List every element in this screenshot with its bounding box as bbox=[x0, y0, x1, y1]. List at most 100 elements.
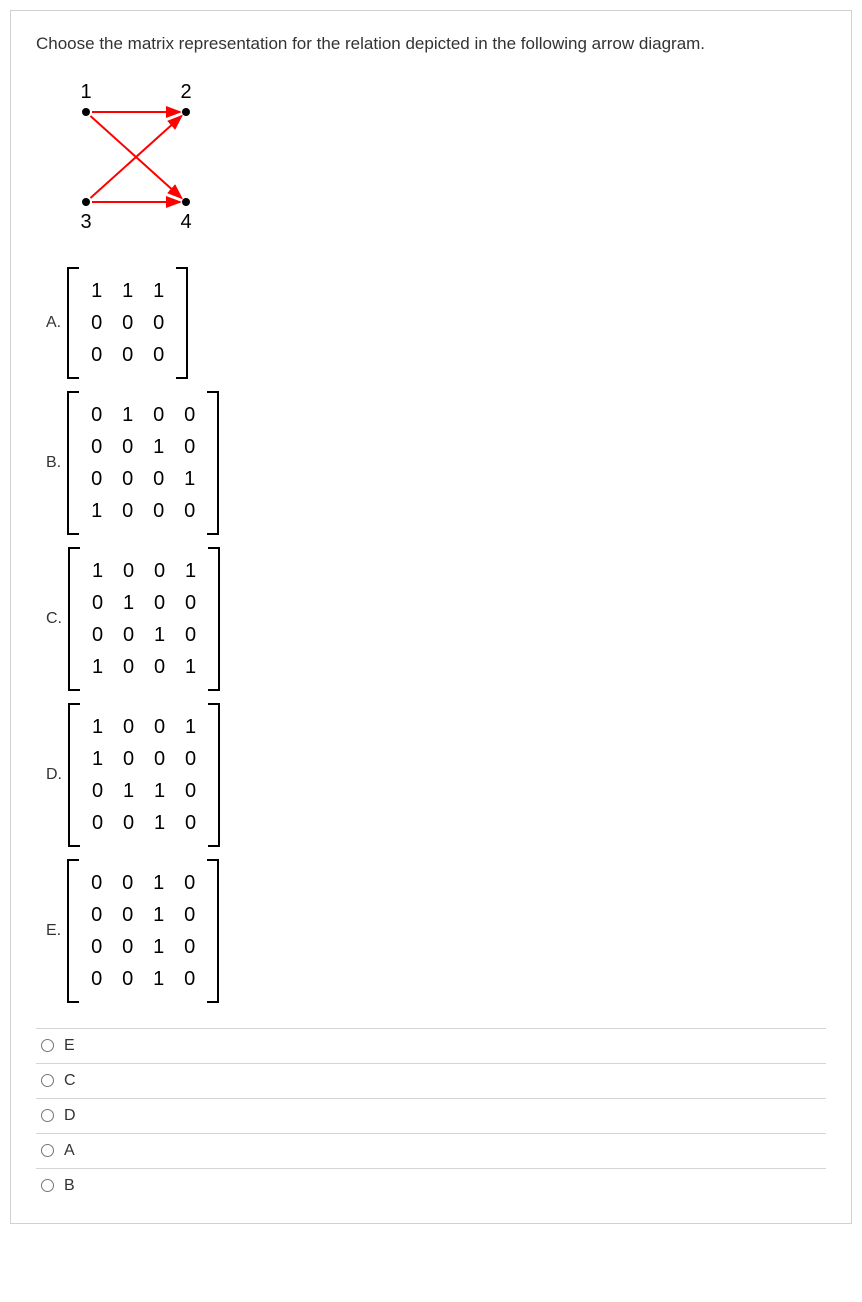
answer-radio-a[interactable] bbox=[41, 1144, 54, 1157]
matrix-row: 0110 bbox=[90, 775, 198, 807]
bracket-left bbox=[67, 859, 77, 1003]
answer-option-a[interactable]: A bbox=[36, 1133, 826, 1168]
question-container: Choose the matrix representation for the… bbox=[10, 10, 852, 1224]
matrix-cell: 0 bbox=[89, 307, 104, 339]
answer-option-c[interactable]: C bbox=[36, 1063, 826, 1098]
matrix-option-c: C. 1001010000101001 bbox=[46, 547, 826, 691]
matrix-bracket-b: 0100001000011000 bbox=[67, 391, 219, 535]
matrix-option-e: E. 0010001000100010 bbox=[46, 859, 826, 1003]
matrix-cell: 0 bbox=[120, 495, 135, 527]
matrix-cell: 1 bbox=[182, 463, 197, 495]
answer-label: C bbox=[64, 1072, 76, 1090]
matrix-cell: 0 bbox=[90, 807, 105, 839]
matrix-bracket-a: 111000000 bbox=[67, 267, 188, 379]
diagram-node bbox=[182, 198, 190, 206]
bracket-left bbox=[67, 267, 77, 379]
matrix-cell: 1 bbox=[151, 899, 166, 931]
matrix-row: 0010 bbox=[89, 931, 197, 963]
answer-option-e[interactable]: E bbox=[36, 1028, 826, 1063]
matrix-cell: 0 bbox=[120, 307, 135, 339]
matrix-cell: 0 bbox=[89, 931, 104, 963]
matrix-cell: 1 bbox=[89, 495, 104, 527]
matrix-row: 1000 bbox=[90, 743, 198, 775]
matrix-cell: 1 bbox=[120, 275, 135, 307]
matrix-cell: 1 bbox=[152, 619, 167, 651]
matrix-row: 0100 bbox=[90, 587, 198, 619]
matrix-row: 1001 bbox=[90, 651, 198, 683]
matrix-option-b: B. 0100001000011000 bbox=[46, 391, 826, 535]
matrix-cell: 1 bbox=[152, 775, 167, 807]
matrix-cell: 1 bbox=[151, 963, 166, 995]
answer-radio-e[interactable] bbox=[41, 1039, 54, 1052]
matrix-cell: 1 bbox=[151, 431, 166, 463]
matrix-cell: 1 bbox=[90, 711, 105, 743]
matrix-cell: 0 bbox=[89, 899, 104, 931]
matrix-cell: 0 bbox=[89, 463, 104, 495]
matrix-cell: 0 bbox=[152, 743, 167, 775]
matrix-cell: 0 bbox=[120, 339, 135, 371]
matrix-label-d: D. bbox=[46, 766, 62, 784]
matrix-row: 0010 bbox=[90, 807, 198, 839]
matrix-cell: 0 bbox=[121, 651, 136, 683]
matrix-cell: 0 bbox=[90, 619, 105, 651]
matrix-cell: 1 bbox=[183, 651, 198, 683]
matrix-cell: 0 bbox=[183, 743, 198, 775]
answer-radio-c[interactable] bbox=[41, 1074, 54, 1087]
matrix-cell: 1 bbox=[121, 775, 136, 807]
matrix-cell: 0 bbox=[182, 495, 197, 527]
answer-option-d[interactable]: D bbox=[36, 1098, 826, 1133]
matrix-cell: 0 bbox=[152, 587, 167, 619]
diagram-node bbox=[82, 108, 90, 116]
matrix-cell: 0 bbox=[89, 867, 104, 899]
matrix-row: 1001 bbox=[90, 555, 198, 587]
matrix-content-c: 1001010000101001 bbox=[78, 547, 210, 691]
answer-option-b[interactable]: B bbox=[36, 1168, 826, 1203]
matrix-cell: 1 bbox=[89, 275, 104, 307]
answer-radio-d[interactable] bbox=[41, 1109, 54, 1122]
matrix-row: 0010 bbox=[89, 899, 197, 931]
matrix-content-a: 111000000 bbox=[77, 267, 178, 379]
matrix-cell: 1 bbox=[152, 807, 167, 839]
diagram-node bbox=[182, 108, 190, 116]
bracket-right bbox=[210, 547, 220, 691]
matrix-option-d: D. 1001100001100010 bbox=[46, 703, 826, 847]
matrix-cell: 0 bbox=[89, 963, 104, 995]
matrix-cell: 0 bbox=[183, 775, 198, 807]
matrix-cell: 0 bbox=[151, 399, 166, 431]
matrix-cell: 0 bbox=[152, 555, 167, 587]
matrix-cell: 0 bbox=[183, 619, 198, 651]
matrix-cell: 0 bbox=[120, 431, 135, 463]
matrix-cell: 0 bbox=[152, 711, 167, 743]
matrix-bracket-d: 1001100001100010 bbox=[68, 703, 220, 847]
answer-label: A bbox=[64, 1142, 75, 1160]
bracket-right bbox=[178, 267, 188, 379]
matrix-row: 1001 bbox=[90, 711, 198, 743]
matrix-cell: 1 bbox=[151, 275, 166, 307]
answer-label: D bbox=[64, 1107, 76, 1125]
matrix-row: 111 bbox=[89, 275, 166, 307]
matrix-row: 0001 bbox=[89, 463, 197, 495]
diagram-node-label: 1 bbox=[80, 81, 91, 103]
arrow-diagram: 1234 bbox=[56, 72, 826, 237]
matrix-label-c: C. bbox=[46, 610, 62, 628]
matrix-cell: 0 bbox=[89, 399, 104, 431]
diagram-node-label: 3 bbox=[80, 211, 91, 232]
bracket-right bbox=[210, 703, 220, 847]
matrix-cell: 0 bbox=[120, 463, 135, 495]
question-text: Choose the matrix representation for the… bbox=[36, 31, 826, 57]
matrix-cell: 0 bbox=[120, 899, 135, 931]
matrix-label-e: E. bbox=[46, 922, 61, 940]
bracket-left bbox=[68, 703, 78, 847]
matrix-cell: 0 bbox=[121, 807, 136, 839]
matrix-cell: 0 bbox=[90, 775, 105, 807]
matrix-cell: 0 bbox=[182, 867, 197, 899]
bracket-left bbox=[68, 547, 78, 691]
bracket-right bbox=[209, 859, 219, 1003]
matrix-cell: 0 bbox=[183, 587, 198, 619]
answer-radio-b[interactable] bbox=[41, 1179, 54, 1192]
matrix-cell: 0 bbox=[151, 307, 166, 339]
matrix-cell: 0 bbox=[121, 711, 136, 743]
matrix-cell: 1 bbox=[90, 743, 105, 775]
matrix-row: 0100 bbox=[89, 399, 197, 431]
matrix-row: 0010 bbox=[90, 619, 198, 651]
